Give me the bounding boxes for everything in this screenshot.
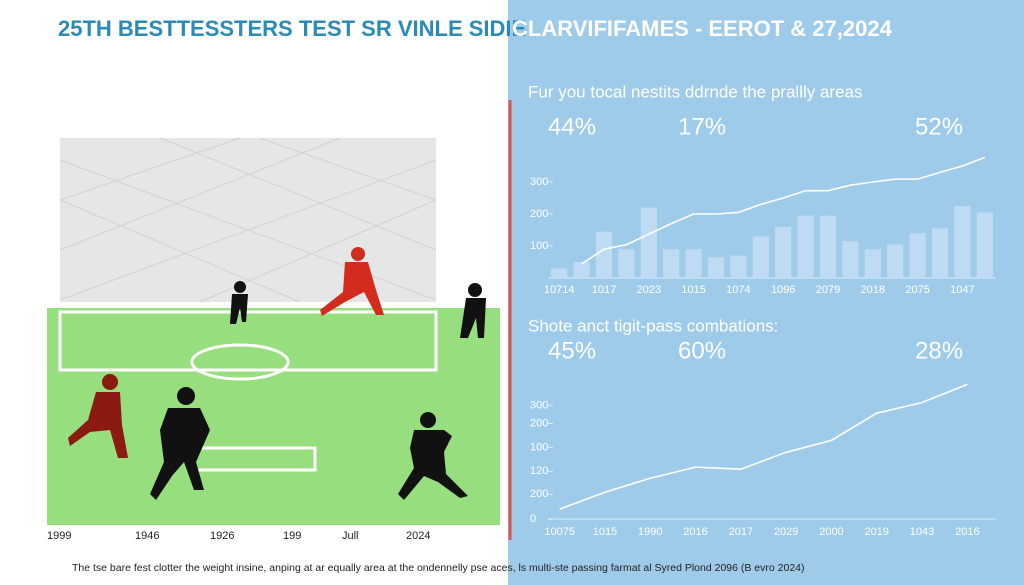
bar: [775, 226, 792, 278]
x-tick-label: 1015: [681, 284, 705, 296]
highlight: 44%: [548, 113, 596, 140]
right-panel: [508, 0, 1024, 585]
x-tick-label: 2017: [729, 526, 753, 538]
highlight: 60%: [678, 337, 726, 364]
bar: [730, 255, 747, 278]
bar: [909, 233, 926, 278]
x-tick-label: 1990: [638, 526, 662, 538]
bar: [663, 249, 680, 278]
line: [559, 383, 968, 510]
bar: [640, 207, 657, 278]
timeline-label: 2024: [406, 530, 430, 542]
x-tick-label: 2075: [905, 284, 929, 296]
bar: [595, 231, 613, 278]
x-tick-label: 2016: [955, 526, 979, 538]
player: [230, 281, 248, 324]
y-tick-label: 100: [530, 240, 548, 252]
player: [150, 387, 210, 500]
chart-title: Shote anct tigit-pass combations:: [528, 316, 778, 335]
x-tick-label: 2023: [637, 284, 661, 296]
x-tick-label: 1015: [593, 526, 617, 538]
x-tick-label: 1017: [592, 284, 616, 296]
highlight: 17%: [678, 113, 726, 140]
x-tick-label: 1096: [771, 284, 795, 296]
wall: [60, 138, 436, 302]
y-tick-label: 200: [530, 417, 548, 429]
y-tick-label: 300: [530, 176, 548, 188]
timeline-label: 1926: [210, 530, 234, 542]
x-tick-label: 2016: [683, 526, 707, 538]
timeline-label: 1999: [47, 530, 71, 542]
timeline-label: 1946: [135, 530, 159, 542]
bar: [618, 249, 635, 278]
bar: [864, 249, 881, 278]
x-tick-label: 2029: [774, 526, 798, 538]
timeline-label: Jull: [342, 530, 359, 542]
player: [68, 374, 128, 458]
bar: [842, 241, 859, 278]
player: [398, 412, 468, 500]
highlight: 45%: [548, 337, 596, 364]
highlight: 52%: [915, 113, 963, 140]
x-tick-label: 2000: [819, 526, 843, 538]
y-tick-label: 120: [530, 465, 548, 477]
bar: [551, 268, 568, 278]
x-tick-label: 1074: [726, 284, 750, 296]
field-illustration: [47, 137, 500, 525]
player: [460, 283, 486, 338]
x-tick-label: 1043: [910, 526, 934, 538]
y-tick-label: 300: [530, 399, 548, 411]
bar: [573, 262, 590, 278]
bar: [685, 249, 702, 278]
caption: The tse bare fest clotter the weight ins…: [72, 562, 805, 574]
x-tick-label: 2079: [816, 284, 840, 296]
bar: [887, 244, 904, 278]
title-left: 25TH BESTTESSTERS TEST SR VINLE SIDIE: [58, 16, 526, 41]
x-tick-label: 10075: [544, 526, 575, 538]
bar: [976, 212, 993, 278]
x-tick-label: 2019: [865, 526, 889, 538]
chart-title: Fur you tocal nestits ddrnde the prallly…: [528, 82, 863, 101]
bar: [819, 215, 837, 278]
bar: [707, 257, 725, 278]
x-tick-label: 10714: [544, 284, 575, 296]
player: [320, 247, 384, 316]
title-right: CLARVIFIFAMES - EEROT & 27,2024: [512, 16, 893, 41]
bar: [752, 236, 769, 278]
y-tick-label: 0: [530, 513, 536, 525]
x-tick-label: 1047: [950, 284, 974, 296]
x-tick-label: 2018: [861, 284, 885, 296]
timeline-label: 199: [283, 530, 301, 542]
y-tick-label: 200: [530, 488, 548, 500]
highlight: 28%: [915, 337, 963, 364]
line: [581, 156, 986, 265]
y-tick-label: 200: [530, 208, 548, 220]
bar: [954, 206, 971, 278]
bar: [931, 228, 949, 278]
bar: [797, 215, 814, 278]
y-tick-label: 100: [530, 441, 548, 453]
